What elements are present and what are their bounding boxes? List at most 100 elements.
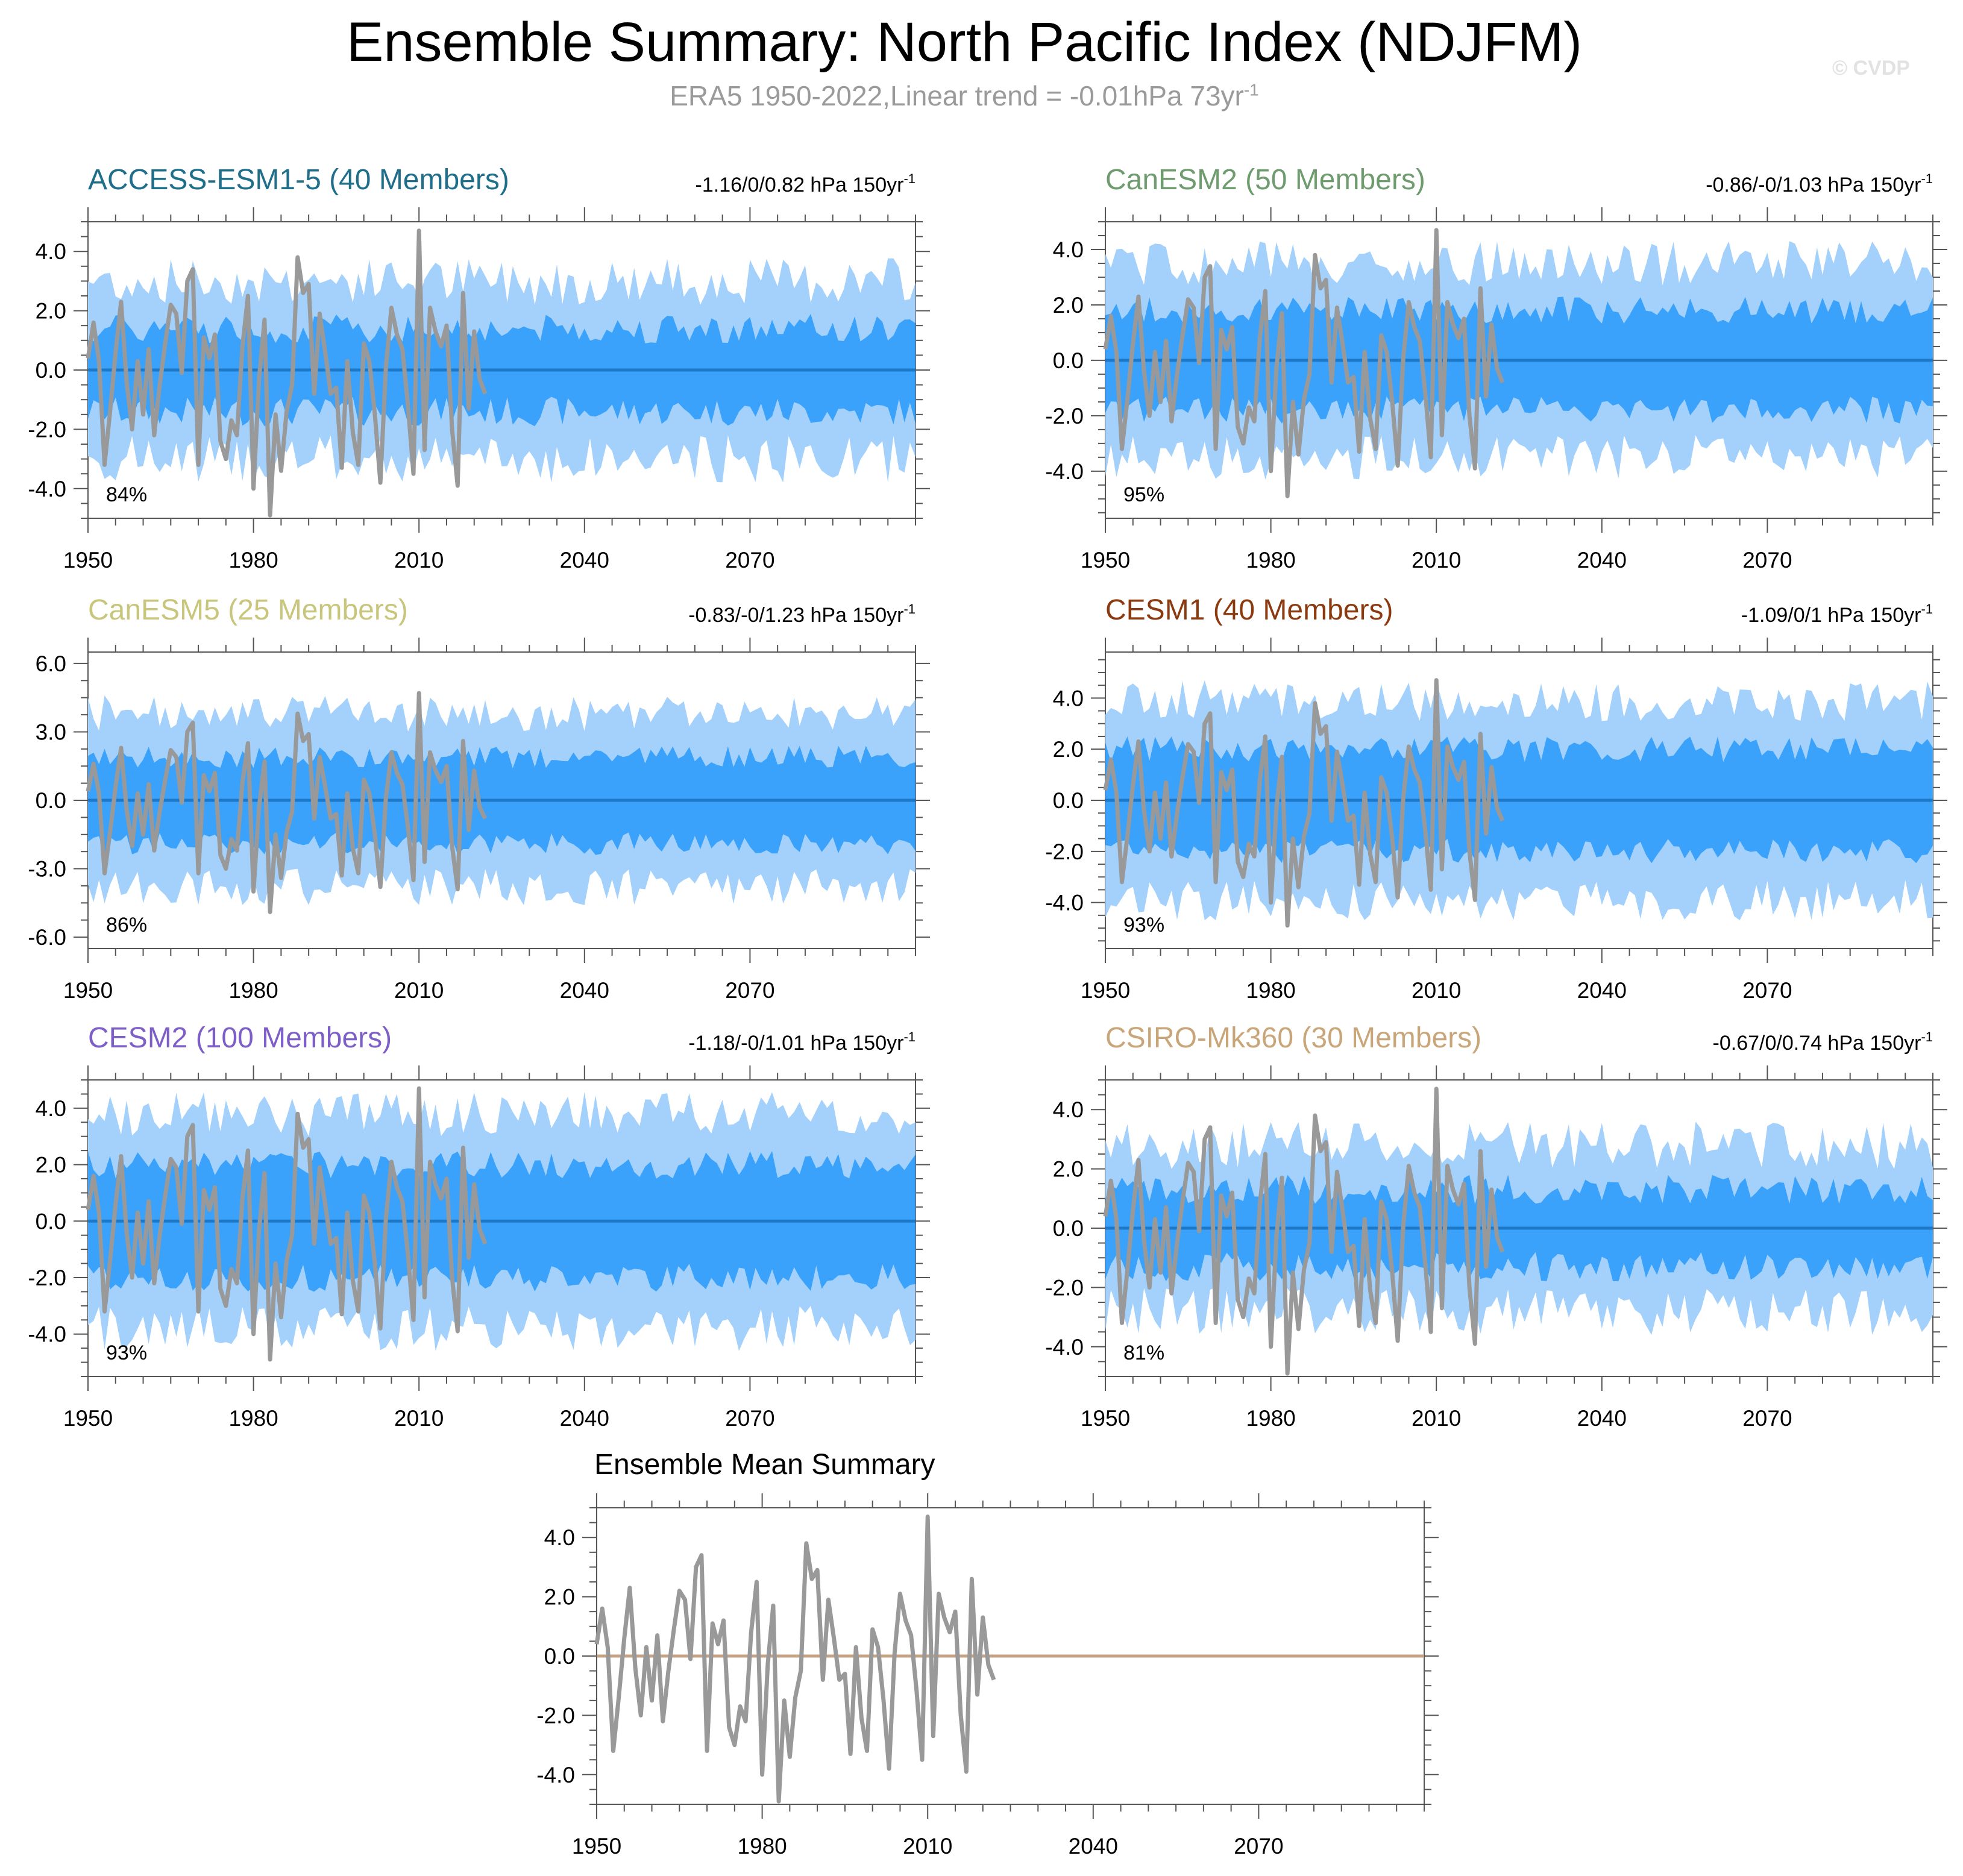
panel-3-y-tick-label: -6.0: [28, 925, 66, 950]
panel-3-trend-value: -0.83/-0/1.23 hPa 150yr: [688, 604, 903, 627]
panel-3-x-tick-label: 2040: [560, 978, 609, 1003]
panel-6-trend-label: -0.67/0/0.74 hPa 150yr-1: [1713, 1029, 1933, 1055]
panel-3-title: CanESM5 (25 Members): [88, 594, 408, 626]
panel-1-trend-label: -1.16/0/0.82 hPa 150yr-1: [696, 171, 916, 196]
panel-1-y-tick-label: 2.0: [36, 299, 66, 324]
ensemble-mean-observed-era5-line: [594, 1514, 996, 1804]
panel-3-y-tick-label: -3.0: [28, 857, 66, 882]
panel-6-trend-value: -0.67/0/0.74 hPa 150yr: [1713, 1032, 1921, 1055]
panel-3-members-count: (25 Members): [228, 594, 408, 626]
panel-4-members-count: (40 Members): [1213, 594, 1393, 626]
panel-2-members-count: (50 Members): [1245, 164, 1425, 196]
panel-5-x-tick-label: 2070: [725, 1406, 774, 1431]
panel-5-members-count: (100 Members): [196, 1022, 392, 1054]
panel-2-y-tick-label: 0.0: [1053, 348, 1084, 373]
panel-6-y-tick-label: -2.0: [1045, 1275, 1084, 1300]
panel-3-trend-label: -0.83/-0/1.23 hPa 150yr-1: [688, 601, 916, 627]
panel-3-y-tick-label: 6.0: [36, 651, 66, 676]
panel-2-x-tick-label: 1980: [1246, 548, 1295, 573]
ensemble-mean-summary-title: Ensemble Mean Summary: [594, 1449, 935, 1481]
panel-2-y-tick-label: 4.0: [1053, 237, 1084, 262]
panel-5-y-tick-label: -2.0: [28, 1266, 66, 1290]
panel-5-y-tick-label: 2.0: [36, 1153, 66, 1178]
panel-4-title: CESM1 (40 Members): [1105, 594, 1393, 626]
panel-4-y-tick-label: -4.0: [1045, 891, 1084, 915]
panel-2-observed-era5-line: [1103, 228, 1505, 498]
panel-6-y-tick-label: 2.0: [1053, 1157, 1084, 1182]
panel-2-trend-value: -0.86/-0/1.03 hPa 150yr: [1706, 174, 1921, 196]
panel-3-x-tick-label: 1950: [63, 978, 113, 1003]
panel-6-title: CSIRO-Mk360 (30 Members): [1105, 1022, 1481, 1054]
panel-1-trend-value: -1.16/0/0.82 hPa 150yr: [696, 174, 904, 196]
panel-5-trend-value: -1.18/-0/1.01 hPa 150yr: [688, 1032, 903, 1055]
panel-3-x-tick-label: 1980: [228, 978, 278, 1003]
panel-1-x-tick-label: 1980: [228, 548, 278, 573]
panel-4-trend-label: -1.09/0/1 hPa 150yr-1: [1741, 601, 1933, 627]
panel-3-x-tick-label: 2010: [394, 978, 444, 1003]
ensemble-mean-y-tick-label: 0.0: [544, 1644, 575, 1669]
panel-4-x-tick-label: 2010: [1412, 978, 1461, 1003]
figure-subtitle: ERA5 1950-2022,Linear trend = -0.01hPa 7…: [0, 80, 1929, 112]
watermark: © CVDP: [1832, 57, 1910, 80]
panel-5-trend-label: -1.18/-0/1.01 hPa 150yr-1: [688, 1029, 916, 1055]
ensemble-mean-x-tick-label: 2040: [1069, 1834, 1118, 1859]
panel-6-x-tick-label: 2040: [1577, 1406, 1627, 1431]
panel-6-x-tick-label: 1980: [1246, 1406, 1295, 1431]
subtitle-superscript: -1: [1243, 80, 1259, 99]
panel-3-observed-era5-line: [86, 691, 488, 914]
panel-2-title: CanESM2 (50 Members): [1105, 164, 1425, 196]
panel-4-percentile-label: 93%: [1123, 914, 1164, 936]
panel-2-percentile-label: 95%: [1123, 483, 1164, 506]
ensemble-mean-x-tick-label: 1950: [572, 1834, 621, 1859]
panel-1-x-tick-label: 2070: [725, 548, 774, 573]
panel-5-y-tick-label: 0.0: [36, 1209, 66, 1234]
panel-5-x-tick-label: 2010: [394, 1406, 444, 1431]
ensemble-mean-y-tick-label: -4.0: [536, 1763, 575, 1787]
panel-1-x-tick-label: 1950: [63, 548, 113, 573]
panel-4-x-tick-label: 2040: [1577, 978, 1627, 1003]
panel-2-y-tick-label: 2.0: [1053, 293, 1084, 318]
panel-6-x-tick-label: 1950: [1081, 1406, 1130, 1431]
ensemble-mean-x-tick-label: 2010: [903, 1834, 952, 1859]
panel-6-y-tick-label: -4.0: [1045, 1335, 1084, 1360]
panel-3-percentile-label: 86%: [106, 914, 147, 936]
panel-6-y-tick-label: 4.0: [1053, 1097, 1084, 1122]
panel-3-y-tick-label: 0.0: [36, 788, 66, 813]
panel-4-observed-era5-line: [1103, 678, 1505, 928]
ensemble-mean-x-tick-label: 2070: [1234, 1834, 1283, 1859]
panel-4-x-tick-label: 2070: [1742, 978, 1792, 1003]
panel-2-x-tick-label: 2040: [1577, 548, 1627, 573]
panel-6-y-tick-label: 0.0: [1053, 1216, 1084, 1241]
panel-6: CSIRO-Mk360 (30 Members) -0.67/0/0.74 hPa…: [1045, 1022, 1947, 1431]
panel-4-y-tick-label: 4.0: [1053, 686, 1084, 711]
panel-6-model-name: CSIRO-Mk360: [1105, 1022, 1301, 1054]
panel-2-trend-superscript: -1: [1921, 171, 1933, 186]
ensemble-mean-x-tick-label: 1980: [737, 1834, 787, 1859]
panel-3-model-name: CanESM5: [88, 594, 228, 626]
panel-1-title: ACCESS-ESM1-5 (40 Members): [88, 164, 509, 196]
panel-4: CESM1 (40 Members) -1.09/0/1 hPa 150yr-1 1…: [1045, 594, 1947, 1003]
panel-2-x-tick-label: 1950: [1081, 548, 1130, 573]
panel-6-x-tick-label: 2070: [1742, 1406, 1792, 1431]
panel-4-y-tick-label: -2.0: [1045, 839, 1084, 864]
panel-5-title: CESM2 (100 Members): [88, 1022, 392, 1054]
panel-ensemble-mean-summary: Ensemble Mean Summary 1950 1980 2010 2040 207…: [536, 1449, 1439, 1859]
panel-1-percentile-label: 84%: [106, 483, 147, 506]
panel-5-y-tick-label: -4.0: [28, 1322, 66, 1347]
subtitle-text: ERA5 1950-2022,Linear trend = -0.01hPa 7…: [670, 80, 1244, 111]
panel-1: ACCESS-ESM1-5 (40 Members) -1.16/0/0.82 h…: [28, 164, 930, 573]
panel-1-y-tick-label: 4.0: [36, 239, 66, 264]
panel-3: CanESM5 (25 Members) -0.83/-0/1.23 hPa 15…: [28, 594, 930, 1003]
panel-6-x-tick-label: 2010: [1412, 1406, 1461, 1431]
panel-2: CanESM2 (50 Members) -0.86/-0/1.03 hPa 15…: [1045, 164, 1947, 573]
panel-1-y-tick-label: -4.0: [28, 477, 66, 501]
panel-6-percentile-label: 81%: [1123, 1341, 1164, 1364]
panel-4-x-tick-label: 1980: [1246, 978, 1295, 1003]
ensemble-mean-y-tick-label: -2.0: [536, 1703, 575, 1728]
panel-1-observed-era5-line: [86, 228, 488, 518]
panel-5-model-name: CESM2: [88, 1022, 196, 1054]
panel-5-x-tick-label: 1950: [63, 1406, 113, 1431]
panel-2-x-tick-label: 2010: [1412, 548, 1461, 573]
panel-1-trend-superscript: -1: [903, 171, 916, 186]
